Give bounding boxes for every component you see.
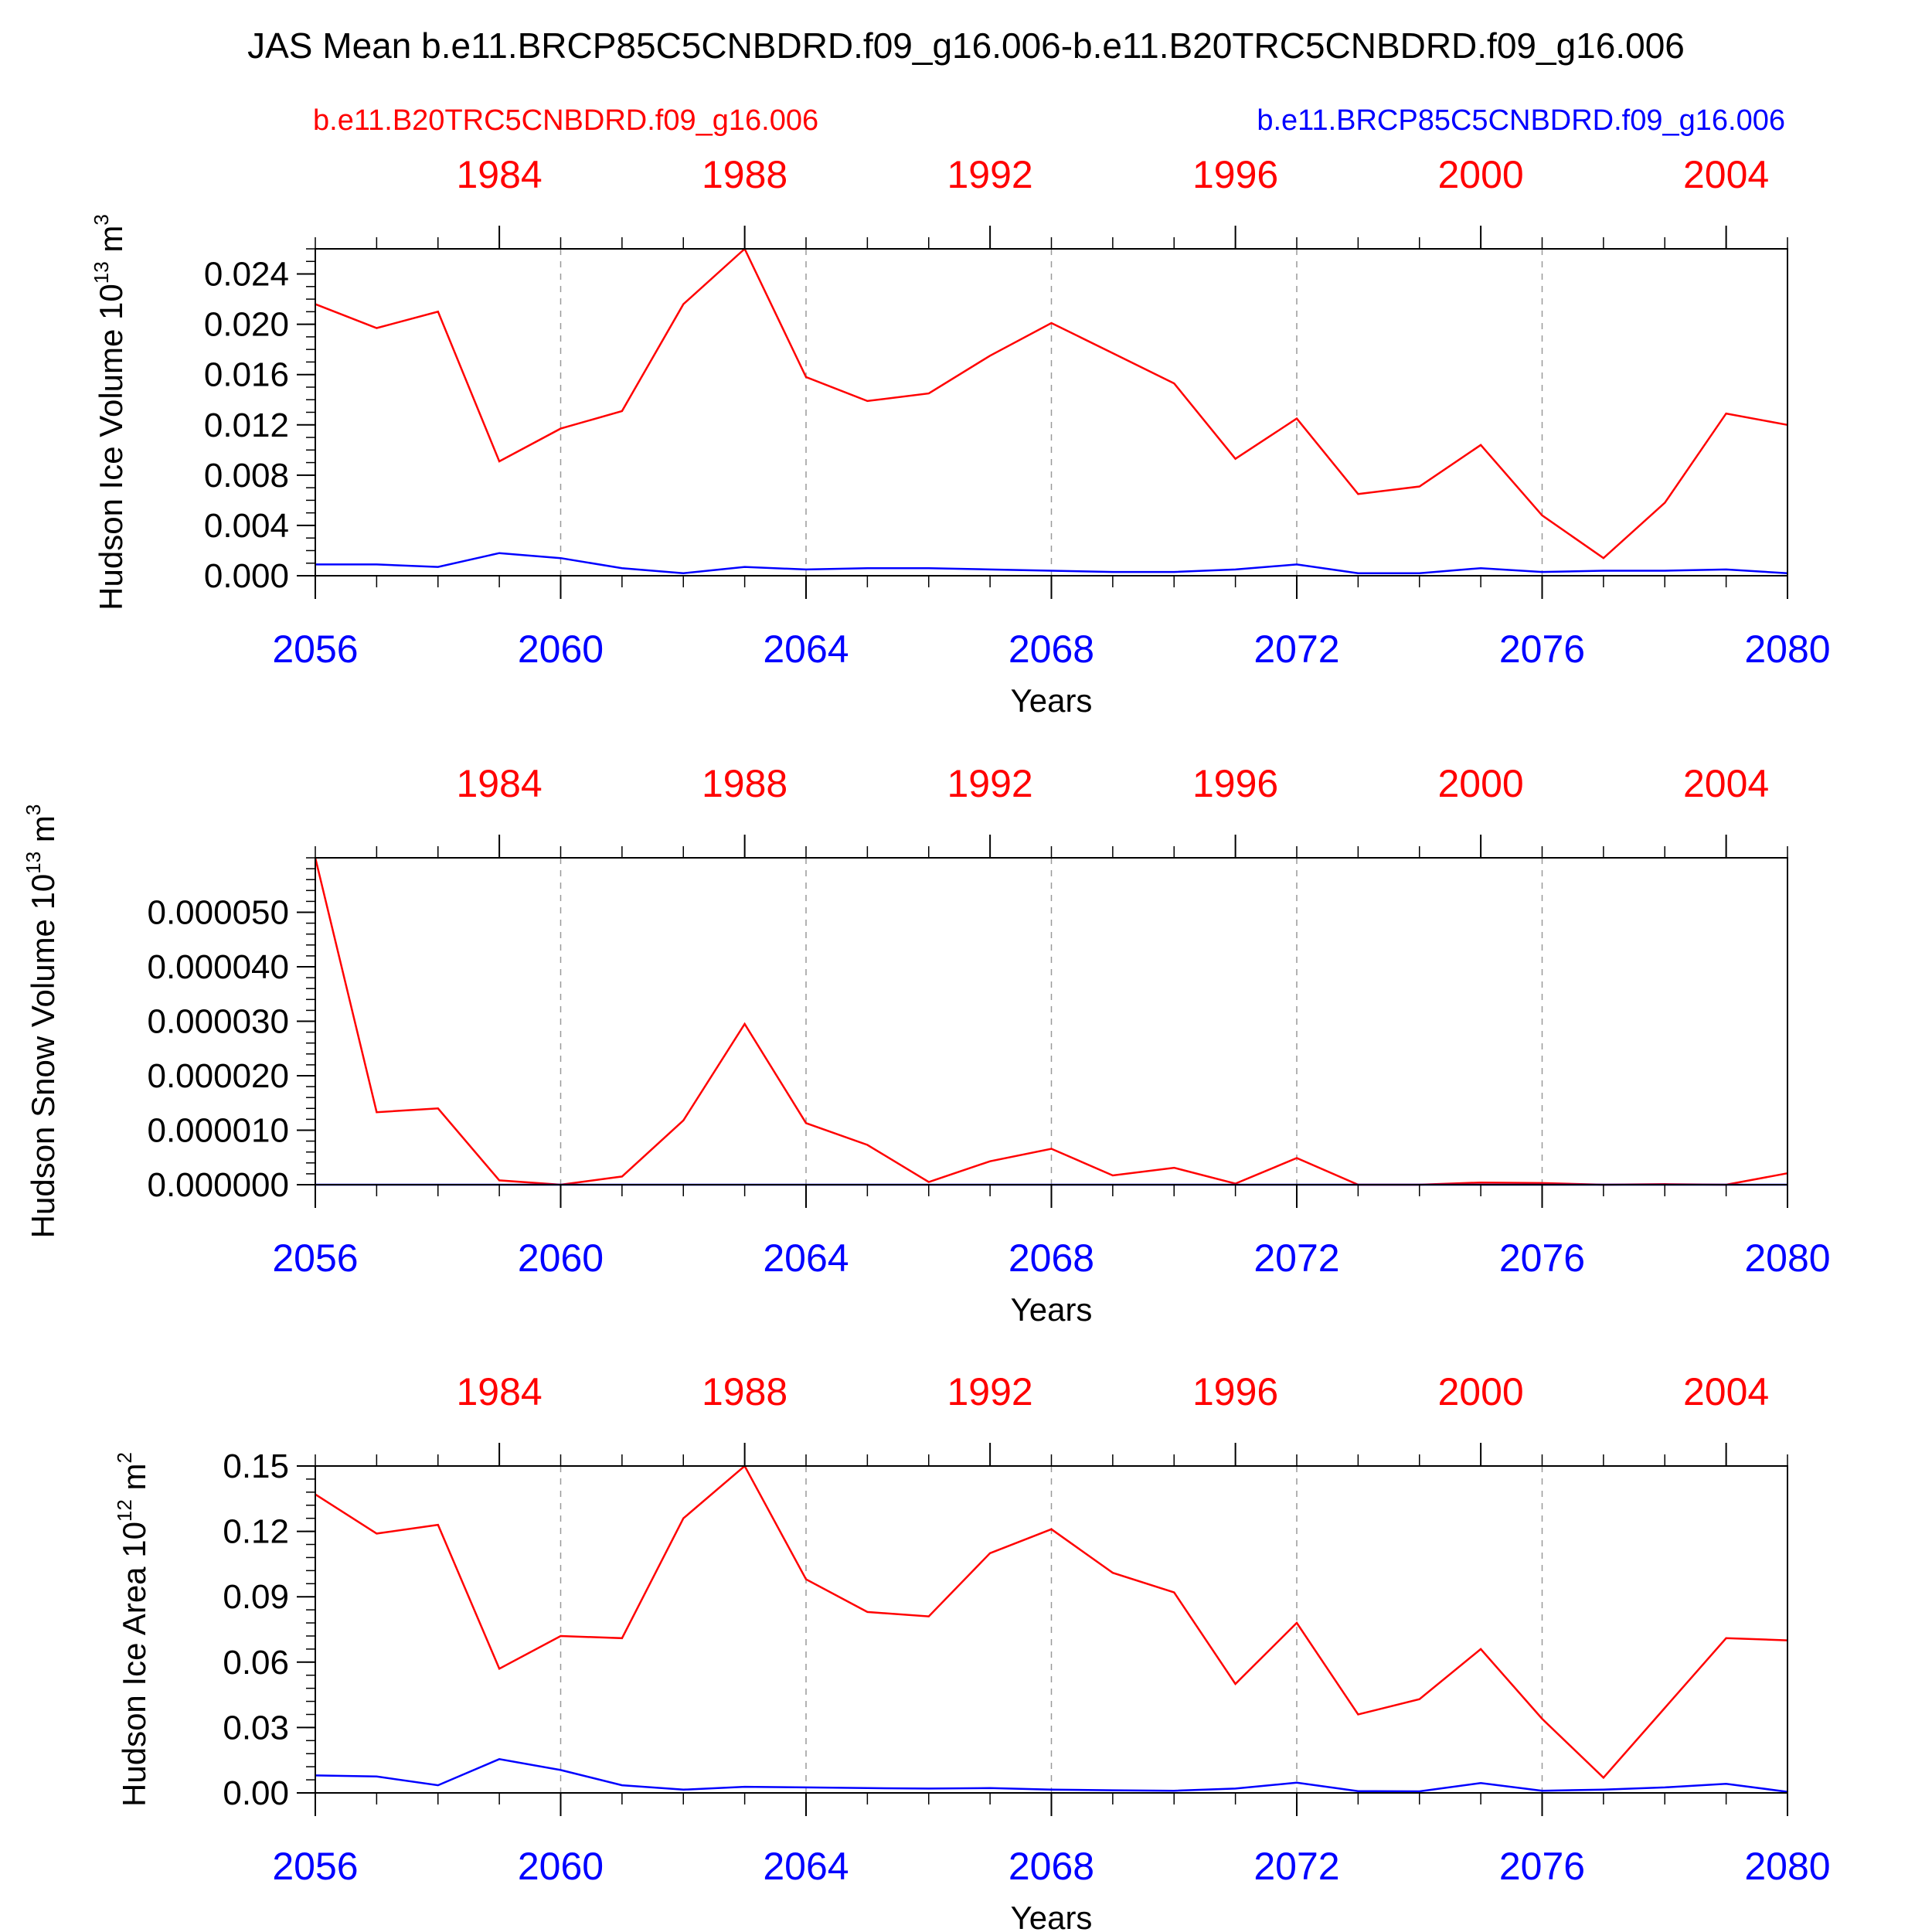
y-axis-title-part: Hudson Snow Volume 10 [25,874,61,1239]
x-top-tick-label: 2004 [1683,762,1769,805]
y-tick-label: 0.09 [223,1578,289,1616]
panel-2: 0.000000 0.000010 0.000020 0.000030 0.000040… [22,762,1831,1328]
x-top-tick-label: 1988 [702,153,787,196]
x-bottom-tick-label: 2068 [1009,1845,1094,1888]
x-top-tick-label: 2000 [1438,762,1524,805]
series-line-scenario [315,552,1788,574]
x-bottom-tick-label: 2072 [1253,1236,1339,1280]
y-tick-label: 0.06 [223,1644,289,1682]
y-axis-title-part: m [93,226,129,262]
x-bottom-tick-label: 2080 [1744,628,1830,671]
y-tick-label: 0.000030 [147,1003,289,1041]
x-bottom-tick-label: 2076 [1499,628,1585,671]
x-top-tick-label: 2000 [1438,153,1524,196]
y-tick-label: 0.00 [223,1774,289,1812]
y-tick-label: 0.020 [204,306,289,344]
x-bottom-tick-label: 2060 [518,1845,604,1888]
x-top-tick-label: 1988 [702,762,787,805]
y-axis-title: Hudson Ice Area 1012 m2 [113,1452,152,1807]
y-axis-title-superscript: 13 [22,852,45,874]
x-top-tick-label: 1996 [1192,153,1278,196]
y-axis-title-superscript: 3 [90,214,113,225]
x-top-tick-label: 2000 [1438,1370,1524,1413]
chart-title: JAS Mean b.e11.BRCP85C5CNBDRD.f09_g16.00… [247,26,1685,66]
y-axis-title-part: Hudson Ice Volume 10 [93,284,129,611]
x-top-tick-label: 1984 [457,762,543,805]
x-bottom-tick-label: 2056 [272,1236,358,1280]
x-top-tick-label: 1996 [1192,1370,1278,1413]
x-top-tick-label: 1996 [1192,762,1278,805]
y-tick-label: 0.024 [204,256,289,294]
panel-1: 0.000 0.004 0.008 0.012 0.016 0.020 0.024 2056 2… [90,153,1831,719]
x-bottom-tick-label: 2072 [1253,628,1339,671]
x-top-tick-label: 1992 [947,762,1033,805]
legend-control-label: b.e11.B20TRC5CNBDRD.f09_g16.006 [313,104,818,137]
x-bottom-tick-label: 2068 [1009,628,1094,671]
y-tick-label: 0.012 [204,406,289,444]
x-bottom-tick-label: 2064 [763,1845,849,1888]
x-axis-title: Years [1011,682,1093,719]
x-top-tick-label: 1988 [702,1370,787,1413]
y-axis-title-superscript: 3 [22,804,45,815]
panel-3: 0.00 0.03 0.06 0.09 0.12 0.15 2056 2060 2064 2068… [113,1370,1831,1932]
x-bottom-tick-label: 2056 [272,1845,358,1888]
series-line-control [315,247,1788,560]
y-tick-label: 0.000000 [147,1166,289,1204]
y-axis-title-part: m [116,1463,152,1499]
y-tick-label: 0.000040 [147,948,289,986]
y-tick-label: 0.000020 [147,1057,289,1095]
series-line-control [315,1464,1788,1780]
x-bottom-tick-label: 2064 [763,1236,849,1280]
x-bottom-tick-label: 2068 [1009,1236,1094,1280]
y-tick-label: 0.004 [204,507,289,545]
y-axis-title-superscript: 2 [113,1452,136,1463]
legend-scenario-label: b.e11.BRCP85C5CNBDRD.f09_g16.006 [1257,104,1785,137]
x-bottom-tick-label: 2060 [518,1236,604,1280]
x-bottom-tick-label: 2076 [1499,1236,1585,1280]
y-tick-label: 0.15 [223,1447,289,1485]
x-axis-title: Years [1011,1900,1093,1932]
x-top-tick-label: 2004 [1683,153,1769,196]
y-axis-title-superscript: 13 [90,261,113,284]
y-axis-title: Hudson Ice Volume 1013 m3 [90,214,129,611]
y-tick-label: 0.000 [204,557,289,595]
y-axis-title-superscript: 12 [113,1499,136,1522]
y-tick-label: 0.016 [204,356,289,394]
y-tick-label: 0.000010 [147,1112,289,1150]
x-bottom-tick-label: 2080 [1744,1236,1830,1280]
series-line-scenario [315,1758,1788,1793]
x-bottom-tick-label: 2076 [1499,1845,1585,1888]
y-tick-label: 0.008 [204,457,289,495]
x-top-tick-label: 1992 [947,153,1033,196]
x-bottom-tick-label: 2080 [1744,1845,1830,1888]
y-axis-title-part: Hudson Ice Area 10 [116,1522,152,1807]
y-tick-label: 0.12 [223,1513,289,1551]
y-tick-label: 0.000050 [147,894,289,932]
panels: 0.000 0.004 0.008 0.012 0.016 0.020 0.024 2056 2… [22,153,1831,1932]
y-axis-title: Hudson Snow Volume 1013 m3 [22,804,61,1239]
x-bottom-tick-label: 2056 [272,628,358,671]
x-bottom-tick-label: 2072 [1253,1845,1339,1888]
x-top-tick-label: 1992 [947,1370,1033,1413]
y-axis-title-part: m [25,815,61,852]
x-axis-title: Years [1011,1291,1093,1328]
x-bottom-tick-label: 2060 [518,628,604,671]
x-bottom-tick-label: 2064 [763,628,849,671]
x-top-tick-label: 2004 [1683,1370,1769,1413]
x-top-tick-label: 1984 [457,1370,543,1413]
y-tick-label: 0.03 [223,1709,289,1747]
x-top-tick-label: 1984 [457,153,543,196]
